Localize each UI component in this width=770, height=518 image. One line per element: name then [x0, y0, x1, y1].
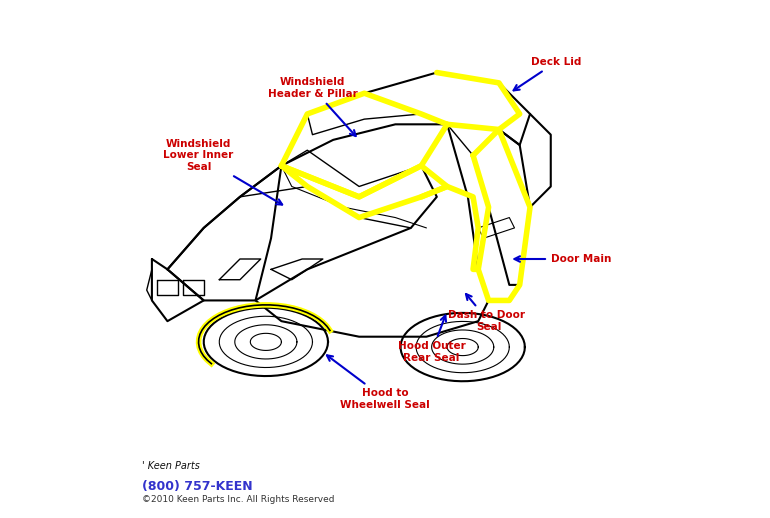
Text: (800) 757-KEEN: (800) 757-KEEN	[142, 480, 252, 494]
Text: Hood to
Wheelwell Seal: Hood to Wheelwell Seal	[327, 355, 430, 410]
Text: ©2010 Keen Parts Inc. All Rights Reserved: ©2010 Keen Parts Inc. All Rights Reserve…	[142, 495, 334, 505]
Text: Windshield
Lower Inner
Seal: Windshield Lower Inner Seal	[163, 139, 282, 205]
Text: ' Keen Parts: ' Keen Parts	[142, 461, 199, 471]
Text: Deck Lid: Deck Lid	[514, 57, 581, 91]
Text: Dash to Door 
Seal: Dash to Door Seal	[448, 294, 529, 332]
Text: Windshield
Header & Pillar: Windshield Header & Pillar	[268, 77, 357, 136]
Text: Door Main: Door Main	[514, 254, 611, 264]
Text: Hood Outer
Rear Seal: Hood Outer Rear Seal	[398, 315, 466, 363]
